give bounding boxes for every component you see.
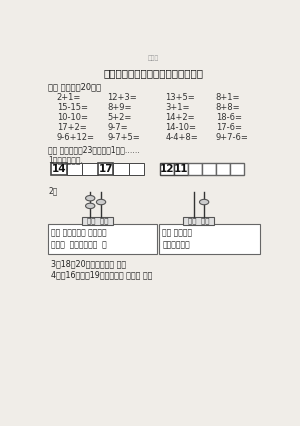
Text: 一、 口算。（20分）: 一、 口算。（20分） bbox=[48, 82, 101, 91]
Ellipse shape bbox=[96, 199, 106, 205]
Text: 2+1=: 2+1= bbox=[57, 93, 81, 102]
Ellipse shape bbox=[85, 203, 95, 209]
Bar bbox=[129, 163, 145, 175]
Text: 3+1=: 3+1= bbox=[165, 103, 190, 112]
Text: 9-6+12=: 9-6+12= bbox=[57, 133, 95, 142]
Text: 9+7-6=: 9+7-6= bbox=[216, 133, 249, 142]
Text: 15-15=: 15-15= bbox=[57, 103, 88, 112]
Text: 3、18和20中间的数是（ ）。: 3、18和20中间的数是（ ）。 bbox=[52, 260, 127, 269]
Bar bbox=[113, 163, 129, 175]
Text: 12: 12 bbox=[160, 164, 174, 174]
Text: 十位  个位: 十位 个位 bbox=[188, 218, 209, 225]
Bar bbox=[183, 217, 214, 225]
Bar bbox=[98, 163, 113, 175]
Text: 17-6=: 17-6= bbox=[216, 123, 242, 132]
Text: 17+2=: 17+2= bbox=[57, 123, 87, 132]
Text: 是：（  ），读作：（  ）: 是：（ ），读作：（ ） bbox=[52, 241, 107, 250]
Bar bbox=[48, 225, 157, 253]
Bar bbox=[67, 163, 83, 175]
Bar bbox=[82, 217, 113, 225]
Text: 二、 填一填。（23分，每空1分）……: 二、 填一填。（23分，每空1分）…… bbox=[48, 146, 140, 155]
Text: 这个数是：（: 这个数是：（ bbox=[162, 241, 190, 250]
Text: 最新人教版一年级上册数学期末试卷: 最新人教版一年级上册数学期末试卷 bbox=[104, 68, 204, 78]
Text: 有（ ）个十。: 有（ ）个十。 bbox=[162, 228, 192, 237]
Text: 8+9=: 8+9= bbox=[107, 103, 132, 112]
Bar bbox=[174, 163, 188, 175]
Text: 9-7=: 9-7= bbox=[107, 123, 128, 132]
Text: 11: 11 bbox=[174, 164, 188, 174]
Bar bbox=[52, 163, 67, 175]
Text: 5+2=: 5+2= bbox=[107, 113, 132, 122]
Text: 9-7+5=: 9-7+5= bbox=[107, 133, 140, 142]
Text: 10-10=: 10-10= bbox=[57, 113, 88, 122]
Text: 1、按规律续数.: 1、按规律续数. bbox=[48, 155, 83, 164]
Text: 13+5=: 13+5= bbox=[165, 93, 195, 102]
Text: 14-10=: 14-10= bbox=[165, 123, 196, 132]
Text: 8+8=: 8+8= bbox=[216, 103, 240, 112]
Bar bbox=[188, 163, 202, 175]
Text: 12+3=: 12+3= bbox=[107, 93, 137, 102]
Text: 17: 17 bbox=[98, 164, 113, 174]
Text: 十位  个位: 十位 个位 bbox=[87, 218, 109, 225]
Text: 14+2=: 14+2= bbox=[165, 113, 195, 122]
Bar bbox=[216, 163, 230, 175]
Text: 14: 14 bbox=[52, 164, 67, 174]
Ellipse shape bbox=[85, 196, 95, 201]
Text: 4-4+8=: 4-4+8= bbox=[165, 133, 198, 142]
Text: 18-6=: 18-6= bbox=[216, 113, 242, 122]
Text: 4、比16大、比19小的数是（ ）和（ ）。: 4、比16大、比19小的数是（ ）和（ ）。 bbox=[52, 271, 153, 279]
Text: 帮分库: 帮分库 bbox=[148, 56, 159, 61]
Bar bbox=[159, 225, 260, 253]
Ellipse shape bbox=[200, 199, 209, 205]
Bar bbox=[82, 163, 98, 175]
Bar bbox=[202, 163, 216, 175]
Bar bbox=[230, 163, 244, 175]
Text: 8+1=: 8+1= bbox=[216, 93, 240, 102]
Text: 有（ ）个十和（ ）个一的: 有（ ）个十和（ ）个一的 bbox=[52, 228, 107, 237]
Text: 2、: 2、 bbox=[48, 186, 58, 195]
Bar bbox=[160, 163, 174, 175]
